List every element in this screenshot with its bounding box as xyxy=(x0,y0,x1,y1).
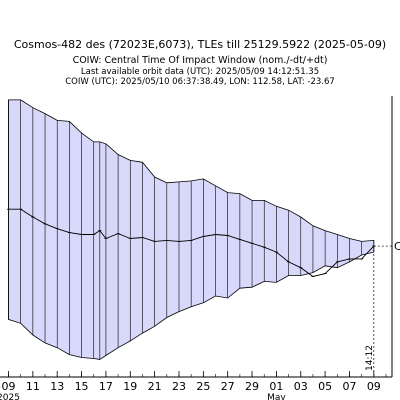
last-orbit-text: Last available orbit data (UTC): 2025/05… xyxy=(80,67,320,77)
chart-subtitle: COIW: Central Time Of Impact Window (nom… xyxy=(72,55,328,66)
x-tick-label: 17 xyxy=(99,380,113,393)
x-tick-label: 29 xyxy=(245,380,259,393)
x-tick-label: 11 xyxy=(26,380,40,393)
chart-title: Cosmos-482 des (72023E,6073), TLEs till … xyxy=(13,38,387,51)
x-month-label: May xyxy=(267,393,286,400)
x-tick-label: 25 xyxy=(196,380,210,393)
coiw-text: COIW (UTC): 2025/05/10 06:37:38.49, LON:… xyxy=(65,77,335,87)
x-tick-label: 03 xyxy=(294,380,308,393)
x-tick-label: 09 xyxy=(2,380,16,393)
x-tick-label: 23 xyxy=(172,380,186,393)
x-tick-label: 01 xyxy=(269,380,283,393)
x-tick-label: 05 xyxy=(318,380,332,393)
x-tick-label: 15 xyxy=(75,380,89,393)
nominal-coiw-line xyxy=(8,208,375,277)
x-tick-label: 13 xyxy=(50,380,64,393)
x-month-label: 2025 xyxy=(0,393,20,400)
x-tick-label: 07 xyxy=(342,380,356,393)
right-edge-label: C xyxy=(394,240,400,253)
last-point-time-label: 14:12 xyxy=(365,345,375,371)
x-tick-label: 21 xyxy=(148,380,162,393)
x-tick-label: 09 xyxy=(367,380,381,393)
x-tick-label: 27 xyxy=(221,380,235,393)
x-tick-label: 19 xyxy=(123,380,137,393)
